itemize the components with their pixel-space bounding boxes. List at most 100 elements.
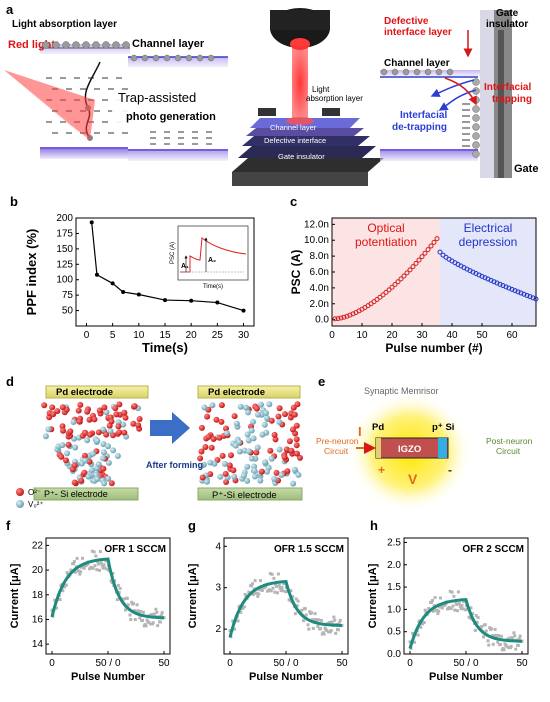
- vacancy-ion: [251, 473, 258, 480]
- raw-data-point: [125, 596, 129, 600]
- raw-data-point: [155, 610, 159, 614]
- raw-data-point: [124, 608, 127, 612]
- electron: [402, 68, 410, 76]
- x-tick-label: 20: [186, 330, 198, 341]
- vacancy-ion: [278, 472, 285, 478]
- y-tick-label: 100: [56, 275, 73, 286]
- raw-data-point: [82, 566, 86, 570]
- potentiation-point: [413, 260, 419, 266]
- vacancy-ion: [105, 459, 112, 466]
- oxygen-ion: [81, 469, 88, 476]
- defective-interface-layer-label: Defective interface layer: [384, 16, 452, 38]
- potentiation-point: [383, 289, 389, 295]
- oxygen-ion: [75, 407, 82, 414]
- vacancy-ion: [95, 461, 102, 468]
- vacancy-ion: [94, 437, 101, 444]
- potentiation-point: [389, 284, 395, 290]
- raw-data-point: [251, 593, 255, 596]
- data-point: [241, 308, 246, 313]
- depression-point: [521, 291, 527, 297]
- vacancy-ion: [100, 455, 106, 462]
- y-tick-label: 6.0n: [310, 267, 329, 278]
- oxygen-ion: [87, 431, 93, 438]
- raw-data-point: [159, 614, 163, 617]
- interface-electron: [472, 123, 480, 131]
- defective-interface-label-center: Defective interface: [264, 136, 326, 145]
- raw-data-point: [497, 634, 501, 638]
- electron: [82, 41, 90, 49]
- raw-data-point: [474, 614, 478, 618]
- voltage-label: V: [408, 471, 418, 487]
- vacancy-ion: [233, 420, 240, 427]
- raw-data-point: [333, 618, 337, 622]
- potentiation-point: [410, 264, 416, 270]
- raw-data-point: [329, 629, 333, 633]
- pd-electrode-label-left: Pd electrode: [56, 387, 113, 398]
- oxygen-ion: [273, 469, 280, 476]
- raw-data-point: [416, 633, 420, 637]
- oxygen-ion: [67, 428, 74, 435]
- oxygen-ion: [218, 418, 225, 425]
- data-point: [121, 290, 126, 295]
- interface-electron: [472, 132, 480, 140]
- raw-data-point: [260, 589, 264, 592]
- raw-data-point: [105, 559, 109, 563]
- raw-data-point: [302, 619, 305, 623]
- after-forming-label: After forming: [146, 460, 203, 470]
- oxygen-ion: [91, 416, 98, 423]
- data-point: [189, 298, 194, 303]
- raw-data-point: [452, 594, 456, 598]
- raw-data-point: [453, 608, 457, 612]
- si-electrode-left: [33, 487, 139, 501]
- panel-letter-d: d: [6, 374, 14, 389]
- potentiation-point: [422, 250, 428, 256]
- raw-data-point: [281, 589, 285, 593]
- vacancy-ion: [90, 450, 96, 457]
- raw-data-point: [439, 604, 443, 608]
- vacancy-ion: [264, 415, 271, 421]
- fit-curve: [228, 579, 342, 638]
- raw-data-point: [111, 572, 115, 575]
- panel-letter-g: g: [188, 518, 196, 533]
- raw-data-point: [270, 572, 274, 576]
- raw-data-point: [408, 640, 412, 644]
- raw-data-point: [228, 629, 232, 633]
- oxygen-ion: [135, 422, 142, 429]
- raw-data-point: [122, 597, 126, 601]
- raw-data-point: [495, 635, 499, 639]
- potentiation-point: [386, 287, 392, 293]
- raw-data-point: [328, 621, 331, 624]
- oxygen-ion: [101, 404, 108, 411]
- raw-data-point: [89, 565, 93, 569]
- raw-data-point: [435, 608, 439, 612]
- oxygen-ion: [276, 405, 283, 412]
- y-tick-label: 150: [56, 244, 73, 255]
- oxygen-ion: [205, 433, 212, 440]
- raw-data-point: [422, 621, 426, 625]
- pre-neuron-label: Pre-neuron Circuit: [316, 436, 359, 456]
- raw-data-point: [456, 609, 459, 613]
- vacancy-ion: [257, 477, 264, 484]
- raw-data-point: [79, 570, 83, 574]
- raw-data-point: [77, 569, 81, 573]
- x-tick-label: 50 / 0: [453, 658, 478, 669]
- raw-data-point: [64, 583, 68, 587]
- raw-data-point: [95, 568, 99, 572]
- raw-data-point: [73, 570, 77, 574]
- raw-data-point: [294, 597, 298, 601]
- oxygen-ion: [60, 427, 66, 434]
- vacancy-ion: [244, 477, 251, 484]
- potentiation-point: [401, 273, 407, 279]
- x-tick-label: 20: [386, 330, 398, 341]
- psi-layer: [438, 438, 447, 458]
- x-tick-label: 50: [516, 658, 528, 669]
- raw-data-point: [493, 627, 497, 631]
- channel-layer-label-left: Channel layer: [132, 38, 205, 50]
- oxygen-ion: [121, 409, 128, 416]
- raw-data-point: [499, 643, 502, 646]
- raw-data-point: [310, 611, 313, 615]
- y-tick-label: 0.0: [387, 649, 401, 660]
- x-tick-label: 25: [212, 330, 224, 341]
- vacancy-ion: [59, 442, 66, 449]
- pd-electrode-right: [197, 385, 301, 399]
